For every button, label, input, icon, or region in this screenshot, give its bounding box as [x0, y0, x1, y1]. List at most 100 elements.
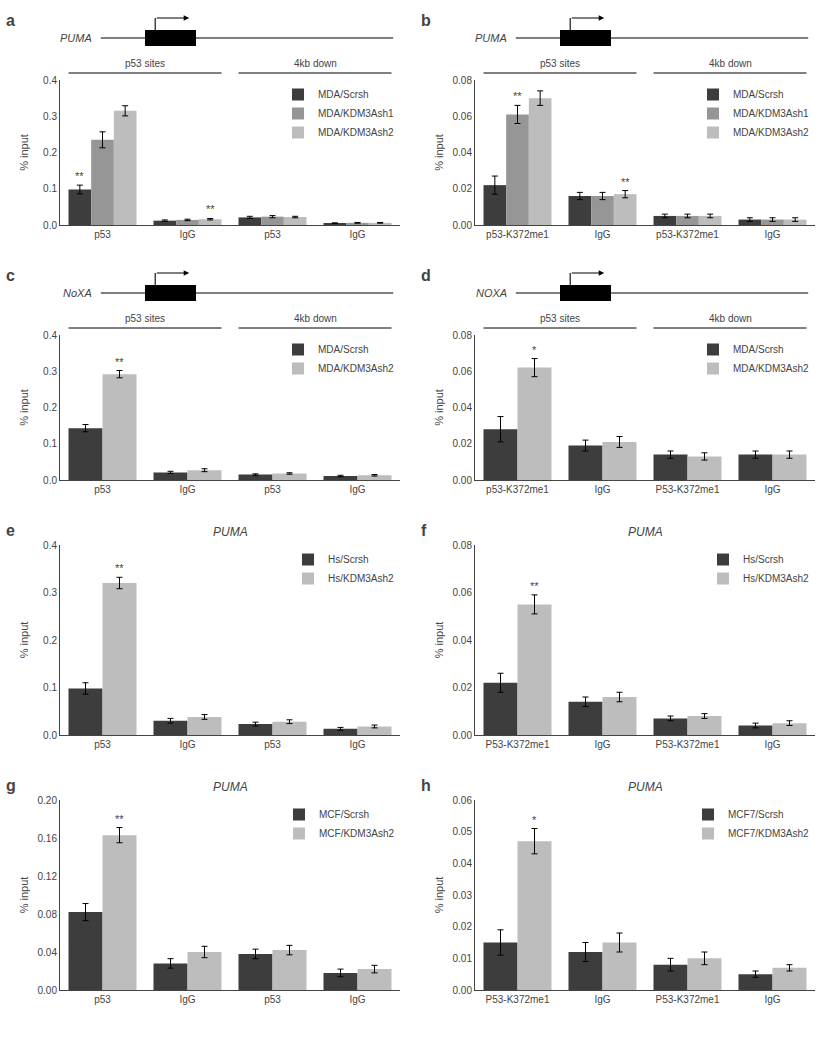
- svg-text:Hs/Scrsh: Hs/Scrsh: [743, 554, 784, 565]
- svg-text:IgG: IgG: [179, 484, 195, 495]
- svg-text:0.0: 0.0: [43, 475, 57, 486]
- svg-text:0.1: 0.1: [43, 438, 57, 449]
- svg-text:p53: p53: [94, 994, 111, 1005]
- svg-text:a: a: [6, 12, 15, 29]
- svg-text:IgG: IgG: [179, 229, 195, 240]
- svg-text:0.00: 0.00: [38, 985, 58, 996]
- svg-text:PUMA: PUMA: [213, 525, 248, 539]
- svg-text:0.3: 0.3: [43, 366, 57, 377]
- svg-text:IgG: IgG: [594, 994, 610, 1005]
- svg-text:**: **: [115, 813, 124, 825]
- svg-text:0.08: 0.08: [453, 540, 473, 551]
- svg-text:IgG: IgG: [179, 739, 195, 750]
- svg-text:0.05: 0.05: [453, 826, 473, 837]
- svg-text:0.01: 0.01: [453, 953, 473, 964]
- svg-text:p53: p53: [94, 484, 111, 495]
- svg-text:0.4: 0.4: [43, 75, 57, 86]
- svg-text:**: **: [115, 562, 124, 574]
- svg-text:p53: p53: [264, 484, 281, 495]
- svg-text:P53-K372me1: P53-K372me1: [656, 739, 720, 750]
- svg-text:PUMA: PUMA: [213, 780, 248, 794]
- svg-text:4kb down: 4kb down: [709, 58, 752, 69]
- svg-text:0.04: 0.04: [453, 635, 473, 646]
- svg-text:h: h: [421, 777, 431, 794]
- svg-text:P53-K372me1: P53-K372me1: [486, 994, 550, 1005]
- svg-text:MDA/KDM3Ash2: MDA/KDM3Ash2: [733, 127, 809, 138]
- svg-text:**: **: [621, 176, 630, 188]
- svg-text:0.06: 0.06: [453, 366, 473, 377]
- svg-text:MDA/KDM3Ash1: MDA/KDM3Ash1: [733, 108, 809, 119]
- svg-text:PUMA: PUMA: [628, 525, 663, 539]
- svg-text:0.4: 0.4: [43, 330, 57, 341]
- svg-text:IgG: IgG: [764, 484, 780, 495]
- svg-text:Hs/Scrsh: Hs/Scrsh: [328, 554, 369, 565]
- svg-text:0.1: 0.1: [43, 682, 57, 693]
- svg-text:MDA/KDM3Ash2: MDA/KDM3Ash2: [318, 127, 394, 138]
- svg-text:0.1: 0.1: [43, 183, 57, 194]
- svg-text:0.00: 0.00: [453, 220, 473, 231]
- svg-text:PUMA: PUMA: [60, 32, 92, 44]
- svg-text:0.3: 0.3: [43, 111, 57, 122]
- svg-text:MCF/Scrsh: MCF/Scrsh: [319, 809, 369, 820]
- svg-text:% input: % input: [18, 622, 30, 659]
- svg-text:p53 sites: p53 sites: [540, 58, 580, 69]
- svg-text:0.00: 0.00: [453, 730, 473, 741]
- svg-text:**: **: [115, 356, 124, 368]
- svg-text:IgG: IgG: [594, 484, 610, 495]
- svg-text:NOXA: NOXA: [476, 287, 507, 299]
- svg-text:p53-K372me1: p53-K372me1: [486, 484, 549, 495]
- svg-text:IgG: IgG: [349, 484, 365, 495]
- svg-text:p53: p53: [94, 739, 111, 750]
- svg-text:% input: % input: [433, 134, 445, 171]
- svg-text:MCF7/Scrsh: MCF7/Scrsh: [728, 809, 784, 820]
- svg-text:0.06: 0.06: [453, 111, 473, 122]
- svg-text:0.00: 0.00: [453, 475, 473, 486]
- svg-text:% input: % input: [18, 134, 30, 171]
- svg-text:0.12: 0.12: [38, 871, 58, 882]
- svg-text:Hs/KDM3Ash2: Hs/KDM3Ash2: [328, 573, 394, 584]
- svg-text:p53: p53: [94, 229, 111, 240]
- svg-text:IgG: IgG: [594, 739, 610, 750]
- svg-text:MDA/Scrsh: MDA/Scrsh: [318, 344, 369, 355]
- svg-text:p53: p53: [264, 229, 281, 240]
- svg-text:0.0: 0.0: [43, 220, 57, 231]
- svg-text:*: *: [532, 814, 537, 826]
- svg-text:IgG: IgG: [764, 739, 780, 750]
- svg-text:4kb down: 4kb down: [294, 313, 337, 324]
- svg-text:MDA/KDM3Ash2: MDA/KDM3Ash2: [318, 363, 394, 374]
- svg-text:g: g: [6, 777, 16, 794]
- svg-text:IgG: IgG: [179, 994, 195, 1005]
- svg-text:e: e: [6, 522, 15, 539]
- svg-text:MCF7/KDM3Ash2: MCF7/KDM3Ash2: [728, 828, 809, 839]
- svg-text:**: **: [75, 170, 84, 182]
- svg-text:p53 sites: p53 sites: [125, 58, 165, 69]
- svg-text:MCF/KDM3Ash2: MCF/KDM3Ash2: [319, 828, 394, 839]
- svg-text:0.04: 0.04: [453, 402, 473, 413]
- svg-text:IgG: IgG: [349, 994, 365, 1005]
- svg-text:p53 sites: p53 sites: [540, 313, 580, 324]
- svg-text:P53-K372me1: P53-K372me1: [656, 994, 720, 1005]
- svg-text:0.02: 0.02: [453, 183, 473, 194]
- svg-text:0.04: 0.04: [38, 947, 58, 958]
- svg-text:d: d: [421, 267, 431, 284]
- svg-text:**: **: [530, 580, 539, 592]
- svg-text:0.00: 0.00: [453, 985, 473, 996]
- svg-text:p53: p53: [264, 994, 281, 1005]
- svg-text:PUMA: PUMA: [628, 780, 663, 794]
- svg-text:4kb down: 4kb down: [294, 58, 337, 69]
- svg-text:% input: % input: [18, 877, 30, 914]
- svg-text:4kb down: 4kb down: [709, 313, 752, 324]
- svg-text:0.02: 0.02: [453, 682, 473, 693]
- svg-text:0.06: 0.06: [453, 587, 473, 598]
- svg-text:IgG: IgG: [349, 739, 365, 750]
- svg-text:MDA/Scrsh: MDA/Scrsh: [733, 89, 784, 100]
- svg-text:% input: % input: [433, 389, 445, 426]
- svg-text:0.04: 0.04: [453, 147, 473, 158]
- svg-text:0.08: 0.08: [453, 75, 473, 86]
- svg-text:0.04: 0.04: [453, 858, 473, 869]
- svg-text:0.03: 0.03: [453, 890, 473, 901]
- svg-text:0.2: 0.2: [43, 147, 57, 158]
- svg-text:% input: % input: [433, 622, 445, 659]
- svg-text:c: c: [6, 267, 15, 284]
- svg-text:0.4: 0.4: [43, 540, 57, 551]
